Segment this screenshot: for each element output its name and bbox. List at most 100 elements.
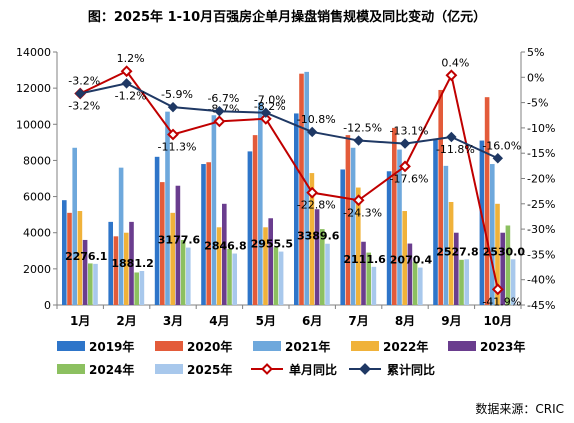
bar bbox=[397, 149, 402, 305]
line-data-label: -3.2% bbox=[68, 74, 100, 87]
bar bbox=[139, 271, 145, 305]
line-data-label: 1.2% bbox=[117, 52, 145, 65]
bar bbox=[180, 239, 186, 305]
line-point bbox=[445, 69, 458, 82]
line-data-label: -13.1% bbox=[390, 125, 429, 138]
line-data-label: -7.0% bbox=[254, 94, 286, 107]
bar bbox=[93, 263, 98, 305]
line-point bbox=[120, 65, 133, 78]
legend-swatch bbox=[155, 364, 183, 374]
bar bbox=[340, 169, 345, 305]
line-point bbox=[167, 101, 179, 113]
left-tick-label: 6000 bbox=[23, 191, 51, 204]
legend-marker bbox=[261, 363, 273, 375]
line-data-label: -3.2% bbox=[68, 99, 100, 112]
right-tick-label: 0% bbox=[527, 71, 544, 84]
bar bbox=[67, 212, 72, 305]
bar bbox=[448, 201, 454, 305]
x-tick-label: 6月 bbox=[302, 314, 322, 328]
bar bbox=[386, 171, 392, 305]
left-tick-label: 0 bbox=[44, 299, 51, 312]
line-point bbox=[492, 153, 504, 164]
x-tick-label: 9月 bbox=[441, 314, 461, 328]
bar bbox=[108, 221, 113, 305]
chart-title: 图：2025年 1-10月百强房企单月操盘销售规模及同比变动（亿元） bbox=[87, 10, 487, 25]
line-data-label: -6.7% bbox=[207, 92, 239, 105]
right-tick-label: -20% bbox=[527, 173, 555, 186]
line-data-label: -8.2% bbox=[254, 100, 286, 113]
bar bbox=[356, 187, 361, 305]
right-tick-label: -5% bbox=[527, 97, 548, 110]
bar-data-label: 2111.6 bbox=[343, 253, 386, 266]
bar bbox=[459, 259, 464, 305]
line-data-label: -1.2% bbox=[115, 89, 147, 102]
bar bbox=[216, 227, 222, 305]
bar bbox=[412, 261, 418, 305]
line-point bbox=[121, 78, 132, 89]
legend-label: 2024年 bbox=[89, 362, 134, 377]
line-point bbox=[491, 283, 504, 296]
bar bbox=[484, 97, 490, 305]
line-data-label: -24.3% bbox=[343, 206, 382, 219]
line-data-label: -10.8% bbox=[297, 113, 336, 126]
bar bbox=[299, 73, 304, 305]
bar bbox=[129, 221, 134, 305]
left-tick-label: 2000 bbox=[23, 263, 51, 276]
bar bbox=[402, 211, 407, 305]
legend-label: 2020年 bbox=[187, 339, 232, 354]
line-point bbox=[353, 135, 364, 146]
bar bbox=[479, 140, 485, 305]
legend-label: 2025年 bbox=[187, 362, 232, 377]
bar bbox=[175, 185, 181, 305]
bar bbox=[464, 259, 469, 305]
line-series-monthly-yoy bbox=[79, 69, 499, 290]
bar bbox=[345, 135, 351, 305]
line-data-label: -17.6% bbox=[390, 172, 429, 185]
bar bbox=[320, 229, 325, 305]
bar bbox=[62, 200, 67, 305]
bar bbox=[252, 135, 258, 305]
line-point bbox=[306, 126, 318, 138]
bar bbox=[309, 173, 315, 305]
bar bbox=[170, 212, 175, 305]
bar bbox=[273, 247, 279, 305]
bar bbox=[186, 247, 191, 305]
line-point bbox=[352, 194, 365, 207]
x-tick-label: 7月 bbox=[348, 314, 368, 328]
right-tick-label: 5% bbox=[527, 46, 544, 59]
bar bbox=[72, 147, 77, 305]
bar bbox=[88, 263, 93, 305]
bar-data-label: 2955.5 bbox=[251, 238, 293, 251]
bar bbox=[490, 164, 495, 305]
line-data-label: -5.9% bbox=[161, 88, 193, 101]
x-tick-label: 5月 bbox=[256, 314, 276, 328]
bar bbox=[392, 127, 397, 306]
right-tick-label: -30% bbox=[527, 223, 555, 236]
bar bbox=[505, 225, 511, 305]
legend-label: 2023年 bbox=[480, 339, 525, 354]
bar-data-label: 2846.8 bbox=[204, 240, 246, 253]
legend-label: 2022年 bbox=[383, 339, 428, 354]
legend-swatch bbox=[253, 341, 281, 351]
bar bbox=[294, 113, 299, 305]
left-tick-label: 10000 bbox=[16, 118, 51, 131]
bar bbox=[247, 151, 253, 305]
bar bbox=[134, 272, 139, 305]
right-tick-label: -15% bbox=[527, 147, 555, 160]
line-data-label: -11.8% bbox=[436, 143, 475, 156]
x-tick-label: 8月 bbox=[395, 314, 415, 328]
legend-label: 2019年 bbox=[89, 339, 134, 354]
right-tick-label: -35% bbox=[527, 248, 555, 261]
legend-label: 单月同比 bbox=[289, 362, 337, 377]
bar bbox=[407, 243, 413, 305]
bar-data-label: 3389.6 bbox=[297, 230, 340, 243]
legend-swatch bbox=[155, 341, 183, 351]
legend-marker bbox=[359, 363, 371, 375]
bar bbox=[350, 147, 356, 305]
bar bbox=[154, 156, 160, 305]
right-tick-label: -10% bbox=[527, 122, 555, 135]
bar bbox=[211, 115, 217, 305]
line-point bbox=[399, 160, 411, 173]
bar-data-label: 1881.2 bbox=[111, 257, 153, 270]
